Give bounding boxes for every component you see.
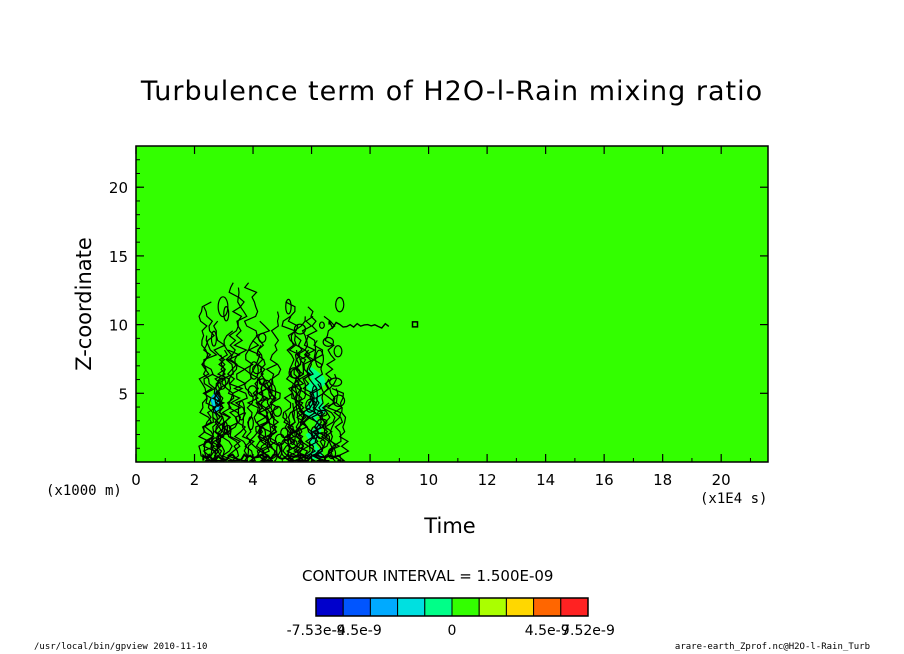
y-unit-label: (x1000 m) [46, 483, 122, 499]
plot-frame [135, 145, 769, 463]
contour-loop [332, 394, 346, 408]
colorbar-swatch [424, 597, 453, 617]
contour-line [220, 330, 235, 462]
y-tick-label: 15 [109, 248, 128, 266]
contour-line [296, 335, 312, 462]
colorbar-label: -7.53e-9 [286, 623, 346, 639]
contour-line [330, 387, 345, 462]
contour-loop [257, 332, 267, 344]
contour-loop [289, 428, 296, 446]
x-unit-label: (x1E4 s) [700, 491, 768, 507]
contour-line [291, 393, 307, 462]
colorbar-frame [315, 597, 589, 617]
contour-line [210, 373, 223, 462]
colorbar-swatch [560, 597, 589, 617]
x-tick-label: 6 [307, 471, 317, 489]
colorbar-label: 4.5e-9 [524, 623, 570, 639]
contour-line [321, 402, 336, 462]
x-tick-label: 8 [365, 471, 375, 489]
x-tick-label: 20 [712, 471, 731, 489]
y-tick-label: 10 [109, 317, 128, 335]
contour-loop [223, 306, 230, 322]
field-background [136, 146, 768, 462]
contour-loop [249, 361, 259, 380]
y-tick-label: 5 [118, 385, 128, 403]
contour-loop [310, 426, 319, 440]
contour-line [216, 354, 231, 462]
contour-loop [247, 416, 254, 431]
footer-right: arare-earth_Zprof.nc@H2O-l-Rain_Turb [674, 642, 870, 652]
colorbar-swatch [369, 597, 399, 617]
contour-line [257, 398, 273, 462]
contour-line [255, 378, 269, 462]
colorbar-swatch [478, 597, 507, 617]
contour-loop [314, 349, 325, 368]
contour-loop [258, 378, 267, 386]
contour-loop [260, 379, 273, 401]
contour-line [301, 315, 317, 462]
chart-title: Turbulence term of H2O-l-Rain mixing rat… [140, 76, 764, 107]
contour-line [197, 301, 213, 462]
contour-annotation: 9.00 [316, 409, 332, 440]
colorbar-swatch [397, 597, 426, 617]
contour-loop [272, 405, 283, 417]
contour-speck [411, 321, 419, 328]
contour-line [232, 287, 249, 462]
x-tick-label: 4 [248, 471, 258, 489]
contour-line [226, 349, 242, 462]
contour-line [311, 340, 326, 462]
contour-loop [258, 426, 267, 442]
x-tick-label: 14 [536, 471, 555, 489]
colorbar-label: 7.52e-9 [561, 623, 615, 639]
colorbar-swatch [505, 597, 535, 617]
contour-loop [329, 377, 343, 387]
x-axis-label: Time [424, 514, 476, 538]
contour-loop [285, 298, 292, 315]
contour-loop [237, 400, 246, 421]
contour-loop [322, 336, 335, 347]
y-tick-label: 20 [109, 179, 128, 197]
contour-loop [327, 447, 337, 460]
contour-loop [210, 330, 218, 347]
contour-loop [221, 421, 229, 435]
colorbar-label: -4.5e-9 [331, 623, 382, 639]
contour-loop [223, 424, 232, 436]
colorbar-label: 0 [447, 623, 457, 639]
x-tick-label: 2 [190, 471, 200, 489]
contour-loop [211, 437, 220, 452]
contour-tail [328, 320, 390, 330]
contour-line [309, 383, 324, 462]
x-tick-label: 16 [595, 471, 614, 489]
contour-loop [217, 296, 229, 318]
contour-interval-text: CONTOUR INTERVAL = 1.500E-09 [302, 567, 554, 585]
x-tick-label: 10 [419, 471, 438, 489]
footer-left: /usr/local/bin/gpview 2010-11-10 [34, 642, 208, 652]
contour-loop [290, 368, 301, 379]
contour-loop [268, 383, 277, 400]
contour-line [246, 339, 262, 462]
colorbar-swatch [451, 597, 480, 617]
colorbar-swatch [533, 597, 562, 617]
colorbar-swatch [342, 597, 371, 617]
contour-loop [333, 345, 343, 358]
contour-loop [214, 390, 221, 407]
contour-loop [252, 364, 263, 375]
contour-loop [217, 377, 227, 390]
contour-loop [318, 321, 325, 329]
contour-loop [305, 398, 316, 413]
contour-loop [203, 439, 213, 459]
contour-loop [247, 385, 258, 397]
contour-loop [335, 296, 345, 313]
y-axis-label: Z-coordinate [72, 237, 96, 371]
contour-line [263, 378, 280, 462]
x-tick-label: 12 [478, 471, 497, 489]
colorbar-swatch [315, 597, 344, 617]
x-tick-label: 18 [653, 471, 672, 489]
contour-line [335, 388, 350, 462]
contour-loop [293, 323, 307, 335]
contour-line [266, 311, 282, 462]
x-tick-label: 0 [131, 471, 141, 489]
